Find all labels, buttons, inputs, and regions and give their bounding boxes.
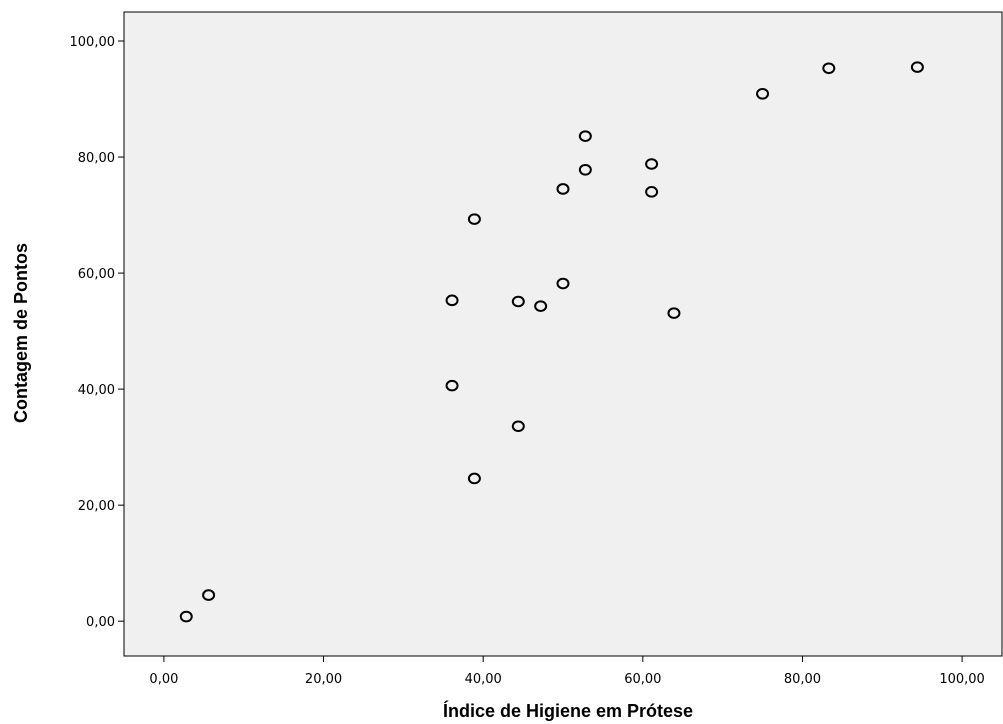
y-tick-label: 80,00 <box>78 151 115 166</box>
y-tick-label: 40,00 <box>78 383 115 398</box>
x-tick-label: 100,00 <box>939 672 985 687</box>
data-point <box>511 420 525 433</box>
data-point <box>445 294 459 307</box>
data-point <box>467 472 481 485</box>
data-point <box>578 164 592 176</box>
data-point <box>202 589 216 601</box>
data-point <box>179 610 193 623</box>
y-tick-label: 60,00 <box>78 267 115 282</box>
data-point <box>556 183 570 195</box>
data-point <box>667 307 681 319</box>
data-point <box>578 130 592 142</box>
y-tick-label: 20,00 <box>78 499 115 514</box>
data-point <box>511 295 525 308</box>
data-point <box>822 62 836 75</box>
data-point <box>910 61 924 73</box>
y-tick-label: 0,00 <box>86 615 115 630</box>
y-axis: 0,00 20,00 40,00 60,00 80,00 100,00 <box>70 35 124 630</box>
y-tick-label: 100,00 <box>70 35 116 50</box>
x-tick-label: 80,00 <box>784 672 821 687</box>
data-points <box>179 61 924 623</box>
data-point <box>756 88 770 100</box>
data-point <box>645 158 659 170</box>
y-axis-title: Contagem de Pontos <box>11 243 31 423</box>
x-tick-label: 20,00 <box>305 672 342 687</box>
x-axis-title: Índice de Higiene em Prótese <box>443 700 693 721</box>
data-point <box>645 186 659 198</box>
data-point <box>556 277 570 290</box>
data-point <box>534 300 548 312</box>
data-point <box>467 213 481 225</box>
x-tick-label: 60,00 <box>624 672 661 687</box>
data-point <box>445 379 459 392</box>
x-axis: 0,00 20,00 40,00 60,00 80,00 100,00 <box>149 656 985 687</box>
plot-area <box>123 11 1003 657</box>
x-tick-label: 40,00 <box>465 672 502 687</box>
x-tick-label: 0,00 <box>149 672 178 687</box>
